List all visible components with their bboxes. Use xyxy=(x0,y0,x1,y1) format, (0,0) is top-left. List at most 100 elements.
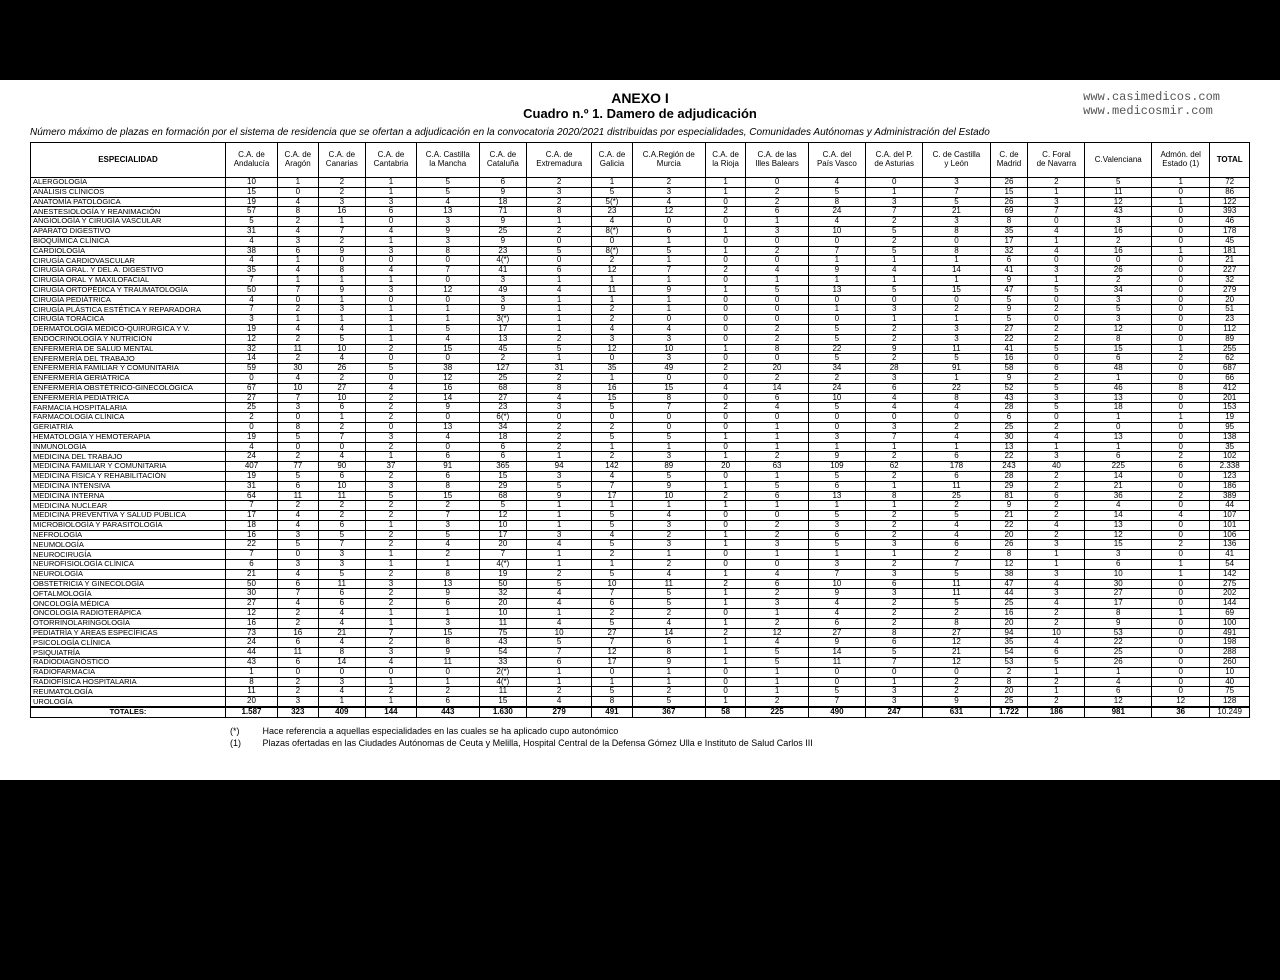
value-cell: 0 xyxy=(705,560,746,570)
value-cell: 0 xyxy=(1028,217,1085,227)
header: www.casimedicos.com www.medicosmir.com A… xyxy=(30,90,1250,121)
value-cell: 2 xyxy=(527,373,592,383)
value-cell: 69 xyxy=(1210,609,1250,619)
value-cell: 2 xyxy=(746,618,808,628)
value-cell: 288 xyxy=(1210,648,1250,658)
value-cell: 1 xyxy=(705,658,746,668)
specialty-cell: HEMATOLOGÍA Y HEMOTERAPIA xyxy=(31,432,226,442)
value-cell: 1 xyxy=(866,256,923,266)
value-cell: 0 xyxy=(746,315,808,325)
value-cell: 2 xyxy=(592,256,633,266)
value-cell: 19 xyxy=(1210,413,1250,423)
value-cell: 12 xyxy=(416,373,479,383)
value-cell: 0 xyxy=(808,677,865,687)
value-cell: 5 xyxy=(808,687,865,697)
value-cell: 14 xyxy=(416,393,479,403)
value-cell: 2 xyxy=(866,324,923,334)
value-cell: 9 xyxy=(1085,618,1152,628)
specialty-cell: ANGIOLOGÍA Y CIRUGÍA VASCULAR xyxy=(31,217,226,227)
value-cell: 4 xyxy=(632,569,705,579)
value-cell: 10 xyxy=(479,520,526,530)
value-cell: 6 xyxy=(1085,354,1152,364)
specialty-cell: UROLOGÍA xyxy=(31,697,226,707)
value-cell: 1 xyxy=(416,315,479,325)
value-cell: 5 xyxy=(866,226,923,236)
value-cell: 9 xyxy=(632,285,705,295)
value-cell: 3 xyxy=(366,579,417,589)
value-cell: 2 xyxy=(278,609,319,619)
value-cell: 5 xyxy=(808,354,865,364)
value-cell: 4 xyxy=(278,324,319,334)
value-cell: 12 xyxy=(1085,530,1152,540)
value-cell: 35 xyxy=(990,226,1028,236)
value-cell: 0 xyxy=(705,667,746,677)
value-cell: 7 xyxy=(592,589,633,599)
value-cell: 15 xyxy=(416,628,479,638)
value-cell: 0 xyxy=(1152,667,1210,677)
value-cell: 0 xyxy=(746,236,808,246)
value-cell: 89 xyxy=(1210,334,1250,344)
value-cell: 3 xyxy=(632,520,705,530)
value-cell: 8 xyxy=(318,648,365,658)
value-cell: 8 xyxy=(527,207,592,217)
value-cell: 0 xyxy=(1152,648,1210,658)
value-cell: 3 xyxy=(1028,569,1085,579)
value-cell: 0 xyxy=(1152,432,1210,442)
value-cell: 4 xyxy=(746,569,808,579)
value-cell: 0 xyxy=(632,217,705,227)
value-cell: 4 xyxy=(1028,638,1085,648)
value-cell: 4 xyxy=(1028,579,1085,589)
value-cell: 12 xyxy=(592,266,633,276)
value-cell: 0 xyxy=(416,442,479,452)
value-cell: 0 xyxy=(366,422,417,432)
value-cell: 5 xyxy=(527,579,592,589)
value-cell: 6 xyxy=(990,256,1028,266)
value-cell: 6 xyxy=(923,540,990,550)
value-cell: 3 xyxy=(527,187,592,197)
value-cell: 5 xyxy=(746,481,808,491)
value-cell: 9 xyxy=(416,589,479,599)
value-cell: 6 xyxy=(923,452,990,462)
value-cell: 12 xyxy=(923,658,990,668)
specialty-cell: PEDIATRÍA Y ÁREAS ESPECÍFICAS xyxy=(31,628,226,638)
value-cell: 31 xyxy=(527,364,592,374)
value-cell: 13 xyxy=(416,207,479,217)
value-cell: 5 xyxy=(923,197,990,207)
value-cell: 2 xyxy=(592,609,633,619)
value-cell: 8 xyxy=(923,246,990,256)
value-cell: 0 xyxy=(366,256,417,266)
value-cell: 1 xyxy=(527,324,592,334)
value-cell: 4 xyxy=(1085,677,1152,687)
value-cell: 2 xyxy=(318,236,365,246)
value-cell: 91 xyxy=(923,364,990,374)
value-cell: 22 xyxy=(990,452,1028,462)
value-cell: 153 xyxy=(1210,403,1250,413)
value-cell: 0 xyxy=(808,422,865,432)
value-cell: 14 xyxy=(808,648,865,658)
value-cell: 144 xyxy=(1210,599,1250,609)
value-cell: 2 xyxy=(1152,354,1210,364)
value-cell: 2 xyxy=(527,432,592,442)
value-cell: 15 xyxy=(1085,344,1152,354)
value-cell: 17 xyxy=(479,530,526,540)
value-cell: 2 xyxy=(278,305,319,315)
value-cell: 5 xyxy=(592,520,633,530)
value-cell: 0 xyxy=(1028,295,1085,305)
value-cell: 1 xyxy=(366,334,417,344)
value-cell: 2 xyxy=(318,501,365,511)
footnote-1-text: Hace referencia a aquellas especialidade… xyxy=(263,726,619,736)
value-cell: 7 xyxy=(923,187,990,197)
value-cell: 4 xyxy=(632,511,705,521)
value-cell: 16 xyxy=(278,628,319,638)
specialty-cell: PSIQUIATRÍA xyxy=(31,648,226,658)
value-cell: 68 xyxy=(479,491,526,501)
value-cell: 68 xyxy=(479,383,526,393)
table-row: MEDICINA INTENSIVA3161038295791561112922… xyxy=(31,481,1250,491)
value-cell: 3 xyxy=(866,373,923,383)
value-cell: 4 xyxy=(808,599,865,609)
value-cell: 1 xyxy=(318,217,365,227)
value-cell: 8(*) xyxy=(592,226,633,236)
value-cell: 136 xyxy=(1210,540,1250,550)
value-cell: 27 xyxy=(318,383,365,393)
specialty-cell: RADIODIAGNÓSTICO xyxy=(31,658,226,668)
